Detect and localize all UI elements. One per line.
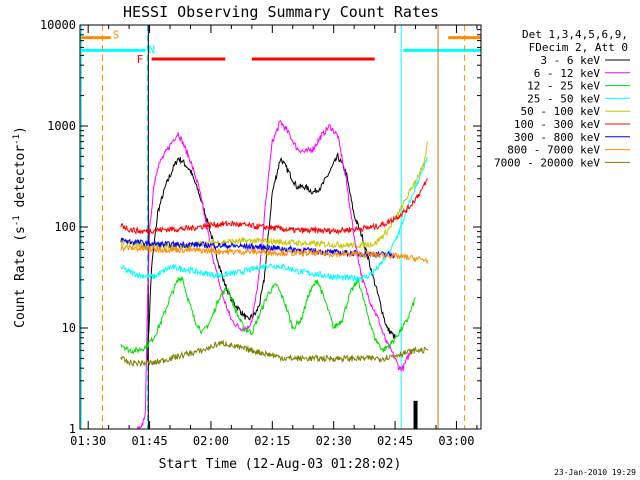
- mode-label-s: S: [113, 29, 120, 42]
- y-tick-label-2: 100: [54, 220, 76, 234]
- mode-label-f: F: [137, 53, 144, 66]
- legend: Det 1,3,4,5,6,9, FDecim 2, Att 0 3 - 6 k…: [494, 28, 630, 169]
- y-axis-label-sup2: -1: [12, 134, 22, 145]
- x-tick-label-3: 02:15: [254, 434, 290, 448]
- legend-label-8: 7000 - 20000 keV: [494, 156, 600, 169]
- y-axis-label: Count Rate (s-1 detector-1): [12, 126, 28, 328]
- y-axis-label-sup1: -1: [12, 215, 22, 226]
- y-tick-label-3: 1000: [47, 119, 76, 133]
- series-line-7: [120, 244, 429, 265]
- legend-label-4: 50 - 100 keV: [521, 105, 601, 118]
- legend-label-0: 3 - 6 keV: [540, 54, 600, 67]
- legend-label-6: 300 - 800 keV: [514, 131, 600, 144]
- legend-header-2: FDecim 2, Att 0: [529, 41, 628, 54]
- y-axis-label-part3: ): [13, 126, 28, 134]
- legend-header-1: Det 1,3,4,5,6,9,: [522, 28, 628, 41]
- x-tick-label-2: 02:00: [193, 434, 229, 448]
- legend-label-7: 800 - 7000 keV: [507, 144, 600, 157]
- x-axis-label: Start Time (12-Aug-03 01:28:02): [159, 457, 402, 472]
- x-tick-label-5: 02:45: [377, 434, 413, 448]
- legend-label-3: 25 - 50 keV: [527, 92, 600, 105]
- x-tick-label-6: 03:00: [438, 434, 474, 448]
- series-line-8: [120, 339, 429, 368]
- legend-label-5: 100 - 300 keV: [514, 118, 600, 131]
- series-line-0: [147, 151, 396, 362]
- x-tick-label-1: 01:45: [131, 434, 167, 448]
- series-line-2: [120, 276, 416, 355]
- series-line-5: [120, 178, 428, 236]
- y-tick-label-0: 1: [69, 422, 76, 436]
- footer-date: 23-Jan-2010 19:29: [554, 468, 636, 477]
- x-tick-label-4: 02:30: [316, 434, 352, 448]
- data-block-0: [413, 400, 418, 429]
- series-line-3: [120, 156, 429, 283]
- y-tick-label-4: 10000: [40, 18, 76, 32]
- legend-label-2: 12 - 25 keV: [527, 80, 600, 93]
- mode-label-n: N: [148, 43, 155, 56]
- y-axis-label-part2: detector: [13, 145, 28, 216]
- series-line-4: [120, 141, 429, 251]
- series-line-1: [136, 119, 412, 429]
- x-tick-label-0: 01:30: [70, 434, 106, 448]
- legend-label-1: 6 - 12 keV: [534, 67, 601, 80]
- y-axis-label-part1: Count Rate (s: [13, 226, 28, 328]
- chart-title: HESSI Observing Summary Count Rates: [123, 3, 439, 21]
- y-tick-label-1: 10: [62, 321, 76, 335]
